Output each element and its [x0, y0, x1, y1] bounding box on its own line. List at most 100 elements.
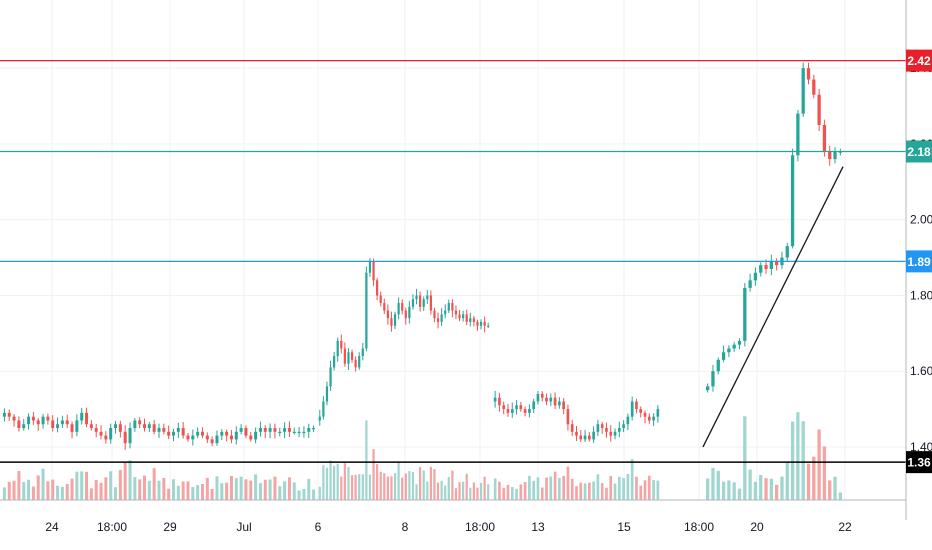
volume-bar-1-39	[458, 482, 461, 500]
candle-body-3-1	[711, 371, 715, 387]
candle-body-1-44	[476, 321, 479, 326]
candle-body-3-0	[706, 386, 710, 391]
volume-bar-0-28	[138, 479, 142, 500]
volume-bar-2-7	[523, 482, 527, 500]
volume-bar-1-2	[325, 467, 329, 500]
candle-body-0-11	[56, 424, 60, 429]
candle-body-2-25	[600, 424, 604, 429]
trendline[interactable]	[702, 166, 844, 448]
volume-bar-1-27	[415, 484, 418, 500]
candle-body-2-15	[558, 401, 561, 406]
candle-body-1-20	[390, 318, 393, 326]
volume-bar-2-21	[583, 483, 587, 500]
volume-bar-2-0	[493, 478, 497, 500]
volume-bar-0-41	[200, 484, 204, 500]
candle-body-0-44	[215, 435, 219, 444]
volume-bar-2-5	[515, 488, 518, 500]
time-tick-label: Jul	[236, 520, 251, 534]
candle-body-1-29	[422, 299, 425, 307]
volume-bar-2-38	[656, 480, 660, 500]
candle-body-2-13	[549, 397, 553, 402]
volume-bar-0-55	[268, 479, 272, 500]
candle-body-2-17	[566, 409, 570, 425]
time-tick-label: 22	[838, 520, 852, 534]
candle-body-2-19	[575, 431, 578, 436]
candle-body-1-31	[429, 295, 432, 311]
candle-body-0-43	[210, 439, 214, 444]
price-badge	[906, 140, 932, 163]
candle-body-0-21	[104, 435, 108, 440]
volume-bar-0-45	[220, 483, 224, 500]
candle-body-3-6	[737, 340, 742, 345]
volume-bar-2-25	[600, 482, 604, 500]
price-badge	[906, 451, 932, 474]
price-badge-label: 1.89	[907, 255, 931, 269]
volume-bar-0-36	[176, 485, 180, 500]
candle-body-1-38	[454, 310, 458, 315]
volume-bar-0-25	[123, 462, 127, 500]
candle-body-0-60	[292, 431, 296, 434]
volume-bar-2-29	[617, 476, 621, 500]
volume-bar-0-61	[297, 490, 301, 500]
volume-bar-0-19	[94, 479, 98, 500]
candle-body-1-22	[397, 303, 400, 315]
time-tick-label: 29	[163, 520, 177, 534]
candle-body-1-37	[451, 303, 454, 311]
volume-bar-3-19	[806, 463, 811, 500]
volume-bar-1-6	[340, 476, 343, 500]
volume-bar-0-26	[128, 460, 132, 500]
candle-body-0-54	[263, 428, 267, 432]
candle-body-0-20	[99, 431, 103, 436]
volume-bar-1-11	[358, 474, 361, 500]
volume-bar-2-3	[506, 484, 510, 500]
volume-bar-3-14	[780, 476, 784, 500]
candle-body-0-17	[85, 412, 89, 425]
candle-body-2-12	[545, 397, 548, 402]
candle-body-0-16	[80, 412, 84, 421]
candle-body-3-16	[790, 155, 795, 247]
candle-body-2-11	[540, 393, 544, 398]
candle-body-0-47	[229, 435, 233, 440]
candle-body-0-23	[114, 424, 118, 429]
volume-bar-0-44	[215, 476, 219, 500]
volume-bar-0-56	[273, 476, 277, 500]
volume-bar-0-0	[2, 487, 6, 500]
candle-body-0-27	[133, 420, 137, 429]
volume-bar-2-37	[652, 480, 655, 500]
volume-bar-0-8	[41, 468, 45, 500]
volume-bar-1-19	[386, 476, 389, 500]
volume-bar-3-22	[822, 446, 827, 500]
candle-body-2-6	[519, 405, 523, 410]
volume-bar-0-16	[80, 471, 84, 500]
candle-body-1-6	[340, 340, 343, 349]
volume-bar-2-12	[545, 477, 548, 500]
volume-bar-1-37	[451, 470, 454, 500]
volume-bar-2-26	[605, 487, 608, 500]
candle-body-2-38	[656, 409, 660, 417]
candle-body-2-18	[570, 424, 574, 432]
candle-body-2-16	[562, 401, 565, 410]
volume-bar-1-16	[376, 464, 379, 500]
time-tick-label: 18:00	[97, 520, 127, 534]
candle-body-0-14	[70, 424, 74, 432]
candle-body-0-2	[12, 416, 16, 421]
volume-bar-3-24	[833, 476, 837, 500]
candle-body-0-49	[239, 428, 243, 432]
candle-body-2-4	[510, 409, 514, 413]
volume-bar-1-21	[393, 473, 397, 500]
candle-body-3-12	[769, 261, 773, 269]
candle-body-1-39	[458, 314, 461, 319]
candle-body-1-35	[444, 310, 447, 315]
candle-body-1-45	[479, 321, 483, 326]
candle-body-3-10	[759, 265, 763, 273]
volume-bar-1-10	[354, 474, 357, 500]
volume-bar-0-51	[249, 480, 253, 500]
volume-bar-1-15	[372, 449, 375, 500]
volume-bar-2-28	[613, 483, 617, 500]
candle-body-0-5	[27, 416, 31, 425]
volume-bar-2-22	[588, 482, 591, 500]
volume-bar-0-48	[234, 478, 238, 500]
price-badge	[906, 250, 932, 273]
volume-bar-3-10	[759, 474, 763, 500]
